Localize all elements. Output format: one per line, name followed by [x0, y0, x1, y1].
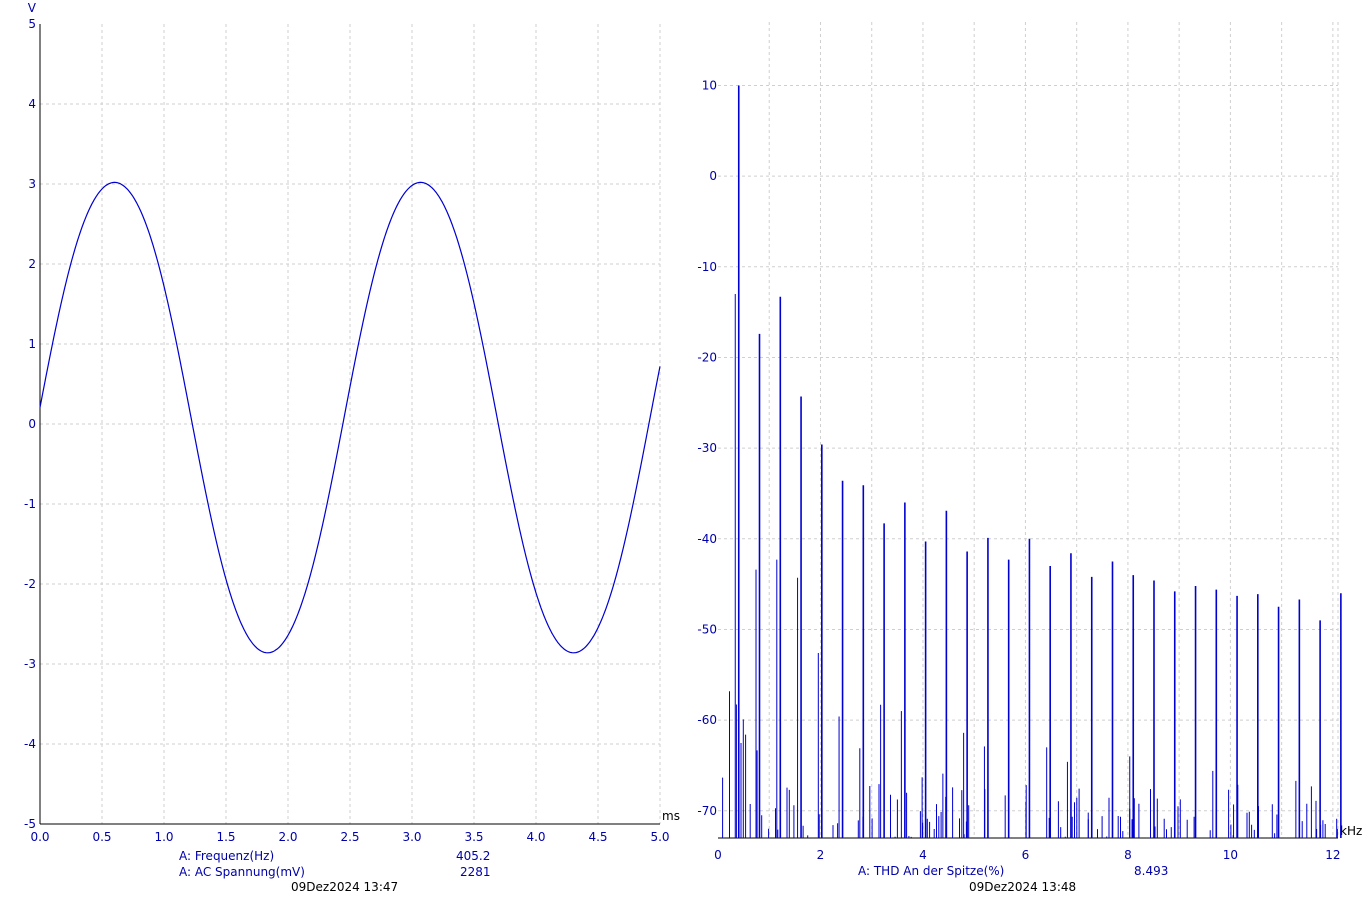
frequency-readout-label: A: Frequenz(Hz): [179, 849, 275, 863]
y-tick-label: -10: [697, 260, 717, 274]
y-tick-label: 0: [28, 417, 36, 431]
y-tick-label: 0: [709, 169, 717, 183]
x-tick-label: 0.5: [92, 830, 111, 844]
x-tick-label: 4: [919, 848, 927, 862]
ac-voltage-readout-value: 2281: [460, 865, 491, 879]
spectrum-chart: 0 2 4 6 8 10 12 10 0 -10 -20 -30 -40 -50 -60 -70 kHz: [697, 22, 1362, 862]
x-tick-label: 5.0: [650, 830, 669, 844]
x-tick-label: 4.0: [526, 830, 545, 844]
x-tick-label: 3.0: [402, 830, 421, 844]
x-tick-label: 8: [1124, 848, 1132, 862]
y-tick-label: -20: [697, 350, 717, 364]
x-axis-unit-label: ms: [662, 809, 680, 823]
x-tick-label: 0: [714, 848, 722, 862]
thd-readout-value: 8.493: [1134, 864, 1169, 878]
y-tick-label: -5: [24, 817, 36, 831]
left-timestamp: 09Dez2024 13:47: [291, 880, 399, 894]
y-tick-label: -30: [697, 441, 717, 455]
x-tick-label: 4.5: [588, 830, 607, 844]
sine-wave-trace: [39, 181, 661, 654]
ac-voltage-readout-label: A: AC Spannung(mV): [179, 865, 305, 879]
y-tick-label: 3: [28, 177, 36, 191]
y-tick-label: -60: [697, 713, 717, 727]
y-axis-unit-label: V: [28, 1, 37, 15]
x-tick-label: 1.5: [216, 830, 235, 844]
x-tick-label: 12: [1325, 848, 1340, 862]
y-tick-label: -4: [24, 737, 36, 751]
x-tick-label: 6: [1022, 848, 1030, 862]
x-tick-label: 2.5: [340, 830, 359, 844]
y-tick-label: -50: [697, 622, 717, 636]
x-tick-label: 2.0: [278, 830, 297, 844]
x-tick-label: 10: [1223, 848, 1238, 862]
time-domain-chart: 0.0 0.5 1.0 1.5 2.0 2.5 3.0 3.5 4.0 4.5 5.0 5 4 3 2 1 0 -…: [24, 1, 680, 844]
y-tick-label: -70: [697, 804, 717, 818]
y-tick-label: -2: [24, 577, 36, 591]
x-tick-label: 2: [817, 848, 825, 862]
y-tick-label: -1: [24, 497, 36, 511]
y-tick-label: -40: [697, 532, 717, 546]
frequency-readout-value: 405.2: [456, 849, 491, 863]
x-axis-unit-label: kHz: [1340, 824, 1362, 838]
y-tick-label: 2: [28, 257, 36, 271]
thd-readout-label: A: THD An der Spitze(%): [858, 864, 1005, 878]
y-tick-label: -3: [24, 657, 36, 671]
y-tick-label: 4: [28, 97, 36, 111]
y-tick-label: 10: [702, 78, 717, 92]
right-timestamp: 09Dez2024 13:48: [969, 880, 1077, 894]
y-tick-label: 5: [28, 17, 36, 31]
x-tick-label: 3.5: [464, 830, 483, 844]
x-tick-label: 1.0: [154, 830, 173, 844]
y-tick-label: 1: [28, 337, 36, 351]
x-tick-label: 0.0: [30, 830, 49, 844]
